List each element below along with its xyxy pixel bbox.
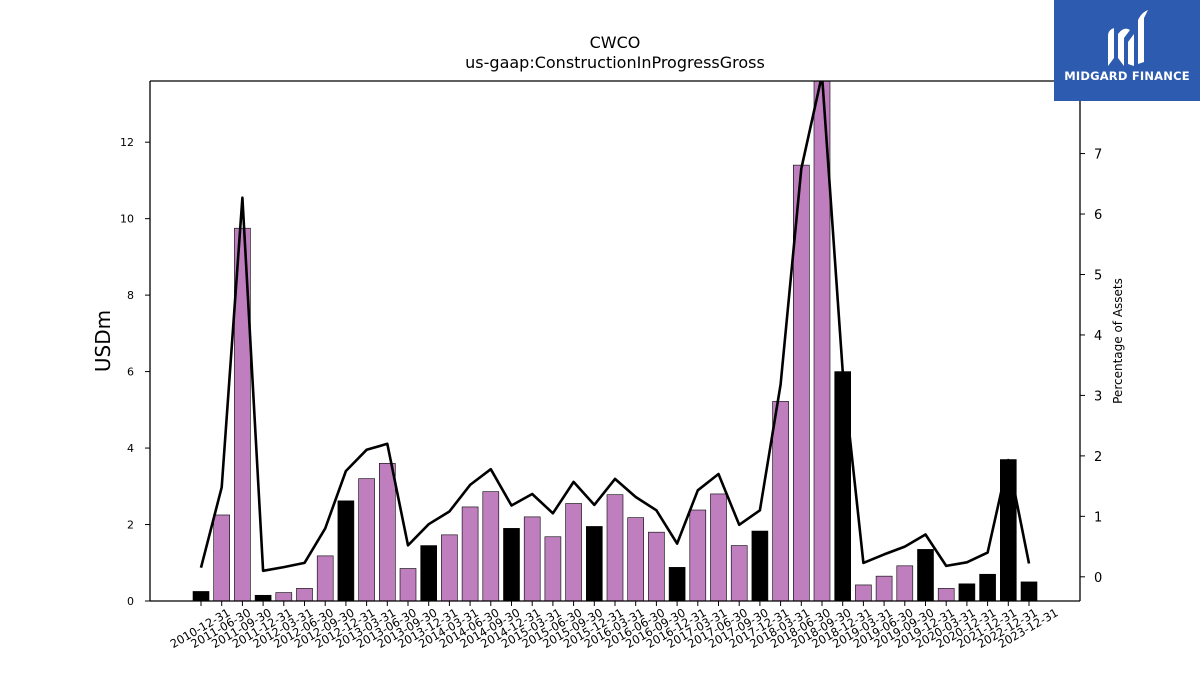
bar bbox=[523, 516, 541, 601]
bar bbox=[482, 491, 500, 601]
bar bbox=[813, 81, 831, 601]
bar bbox=[441, 534, 458, 601]
y-tick-label: 6 bbox=[127, 366, 134, 379]
bar bbox=[503, 528, 520, 601]
bar bbox=[337, 500, 355, 601]
y-tick-label: 0 bbox=[127, 595, 134, 608]
bar bbox=[461, 506, 479, 601]
bar bbox=[544, 536, 562, 601]
bar bbox=[648, 531, 665, 601]
y2-tick-label: 1 bbox=[1094, 510, 1102, 525]
y2-tick-label: 6 bbox=[1094, 208, 1102, 223]
y2-tick-label: 5 bbox=[1094, 268, 1102, 283]
chart-title: CWCO bbox=[590, 33, 641, 52]
y2-tick-label: 3 bbox=[1094, 389, 1102, 404]
bar bbox=[875, 575, 893, 601]
y-axis-label: USDm bbox=[91, 310, 115, 372]
bar bbox=[834, 371, 852, 601]
bar bbox=[917, 549, 934, 601]
bar bbox=[979, 573, 996, 601]
y2-tick-label: 2 bbox=[1094, 450, 1102, 465]
bar bbox=[606, 494, 624, 601]
bar bbox=[378, 463, 396, 601]
bar bbox=[958, 583, 976, 601]
y-tick-label: 2 bbox=[127, 519, 134, 532]
y2-axis-label: Percentage of Assets bbox=[1111, 278, 1125, 404]
y2-tick-label: 4 bbox=[1094, 329, 1102, 344]
y-tick-label: 10 bbox=[120, 213, 134, 226]
bar bbox=[668, 567, 686, 601]
bar bbox=[192, 591, 210, 601]
y2-tick-label: 0 bbox=[1094, 571, 1102, 586]
chart-subtitle: us-gaap:ConstructionInProgressGross bbox=[465, 53, 765, 72]
bar bbox=[627, 517, 645, 601]
y-tick-label: 4 bbox=[127, 442, 134, 455]
bar bbox=[296, 588, 313, 601]
bar bbox=[213, 514, 230, 601]
bar bbox=[855, 584, 872, 601]
y-tick-label: 12 bbox=[120, 136, 134, 149]
bar bbox=[420, 545, 438, 601]
bar bbox=[1020, 581, 1038, 601]
plot-content bbox=[192, 81, 1038, 601]
midgard-finance-logo: MIDGARD FINANCE bbox=[1054, 0, 1200, 101]
y2-tick-label: 7 bbox=[1094, 148, 1102, 163]
logo-text: MIDGARD FINANCE bbox=[1064, 69, 1190, 83]
bar bbox=[585, 526, 603, 601]
bar bbox=[275, 592, 293, 601]
midgard-logo-icon bbox=[1108, 10, 1148, 67]
bar bbox=[689, 509, 707, 601]
bar bbox=[358, 478, 375, 601]
bar bbox=[730, 545, 748, 601]
bar bbox=[772, 401, 789, 601]
bar bbox=[254, 594, 272, 601]
bar bbox=[710, 493, 727, 601]
percentage-line bbox=[199, 81, 1031, 573]
y-tick-label: 8 bbox=[127, 289, 134, 302]
bar bbox=[234, 227, 251, 601]
bar bbox=[316, 555, 334, 601]
bar bbox=[399, 568, 417, 601]
bar bbox=[896, 565, 914, 601]
bar bbox=[751, 530, 769, 601]
bar bbox=[937, 588, 955, 601]
bar bbox=[565, 503, 582, 601]
plot-area: 024681012012345672010-12-312011-06-30201… bbox=[120, 80, 1102, 651]
